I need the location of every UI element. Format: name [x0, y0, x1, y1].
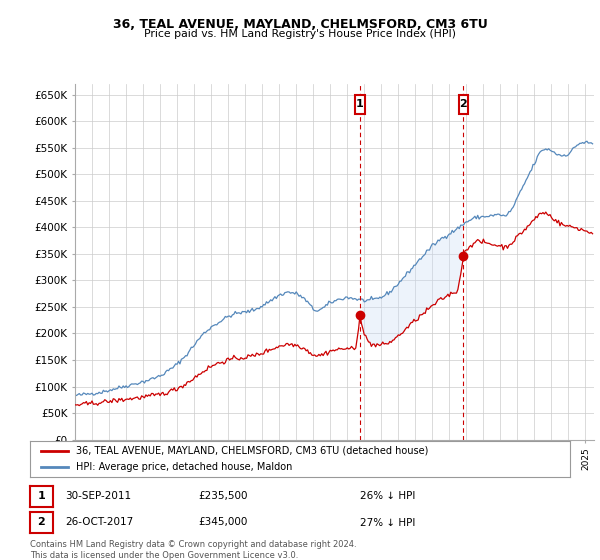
Text: Price paid vs. HM Land Registry's House Price Index (HPI): Price paid vs. HM Land Registry's House … [144, 29, 456, 39]
Text: Contains HM Land Registry data © Crown copyright and database right 2024.
This d: Contains HM Land Registry data © Crown c… [30, 540, 356, 560]
Text: £235,500: £235,500 [198, 491, 248, 501]
Text: £345,000: £345,000 [198, 517, 247, 528]
Text: 2: 2 [460, 100, 467, 109]
Text: 27% ↓ HPI: 27% ↓ HPI [360, 517, 415, 528]
Text: 1: 1 [38, 491, 45, 501]
Text: 26% ↓ HPI: 26% ↓ HPI [360, 491, 415, 501]
Bar [355, 95, 365, 114]
Text: HPI: Average price, detached house, Maldon: HPI: Average price, detached house, Mald… [76, 463, 292, 472]
Bar [458, 95, 468, 114]
Text: 36, TEAL AVENUE, MAYLAND, CHELMSFORD, CM3 6TU: 36, TEAL AVENUE, MAYLAND, CHELMSFORD, CM… [113, 18, 487, 31]
Text: 1: 1 [356, 100, 364, 109]
Text: 2: 2 [38, 517, 45, 528]
Text: 36, TEAL AVENUE, MAYLAND, CHELMSFORD, CM3 6TU (detached house): 36, TEAL AVENUE, MAYLAND, CHELMSFORD, CM… [76, 446, 428, 455]
Text: 30-SEP-2011: 30-SEP-2011 [65, 491, 131, 501]
Text: 26-OCT-2017: 26-OCT-2017 [65, 517, 133, 528]
